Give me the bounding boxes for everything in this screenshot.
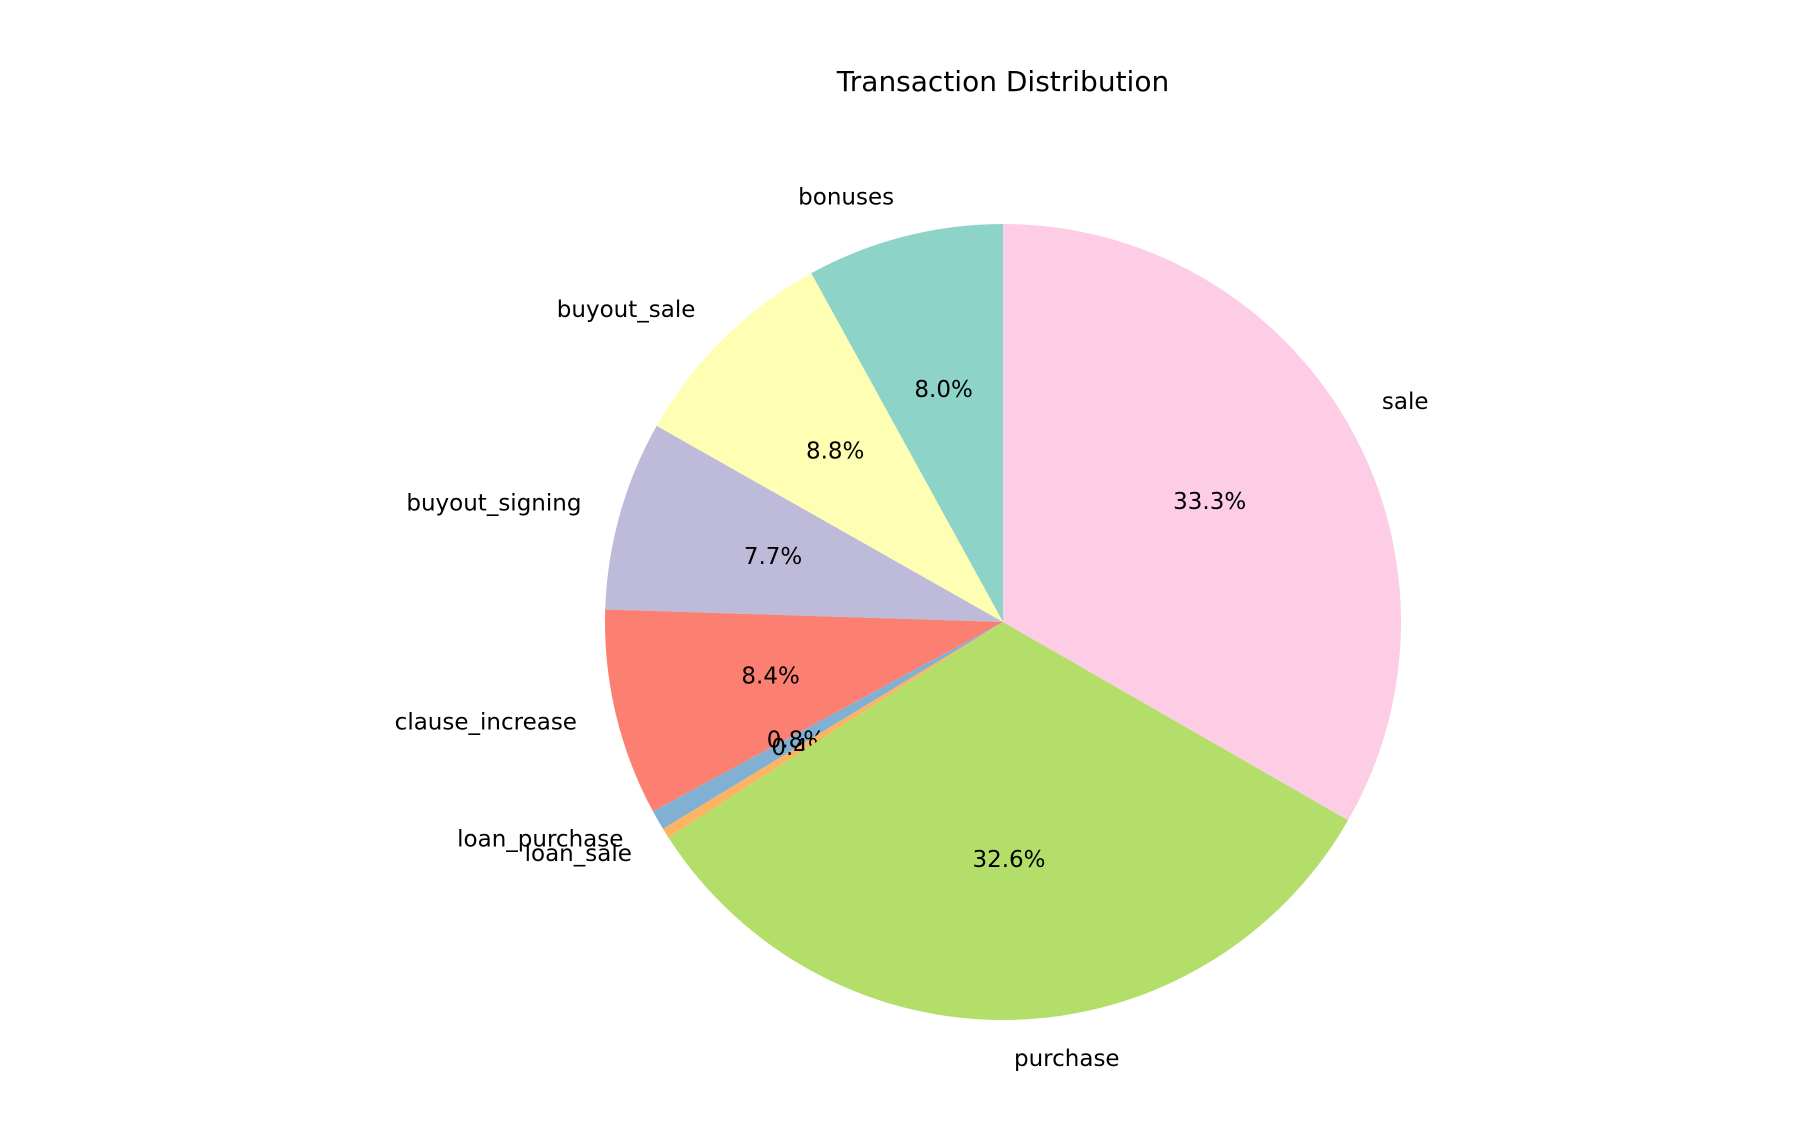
percent-label: 8.4% — [741, 664, 799, 690]
pie-slice — [662, 622, 1003, 838]
percent-label: 8.0% — [914, 377, 972, 403]
slice-label: purchase — [1014, 1046, 1120, 1072]
slice-label: buyout_signing — [406, 490, 581, 516]
slice-label: clause_increase — [395, 709, 577, 735]
pie-slice — [605, 425, 1003, 622]
percent-label: 8.8% — [806, 439, 864, 465]
slice-label: bonuses — [798, 184, 894, 210]
percent-label: 33.3% — [1173, 489, 1246, 515]
chart-title: Transaction Distribution — [836, 65, 1169, 98]
pie-slice — [605, 609, 1003, 812]
pie-slice — [811, 224, 1003, 622]
slice-label: loan_purchase — [457, 827, 623, 853]
slice-label: loan_sale — [525, 841, 632, 867]
pie-slice — [656, 273, 1003, 622]
pie-slice — [653, 622, 1003, 829]
slice-label: buyout_sale — [557, 297, 696, 323]
slice-label: sale — [1382, 389, 1429, 415]
pie-slice — [668, 622, 1349, 1020]
percent-label: 32.6% — [972, 847, 1045, 873]
percent-label: 7.7% — [744, 544, 802, 570]
pie-slice — [1003, 224, 1401, 821]
